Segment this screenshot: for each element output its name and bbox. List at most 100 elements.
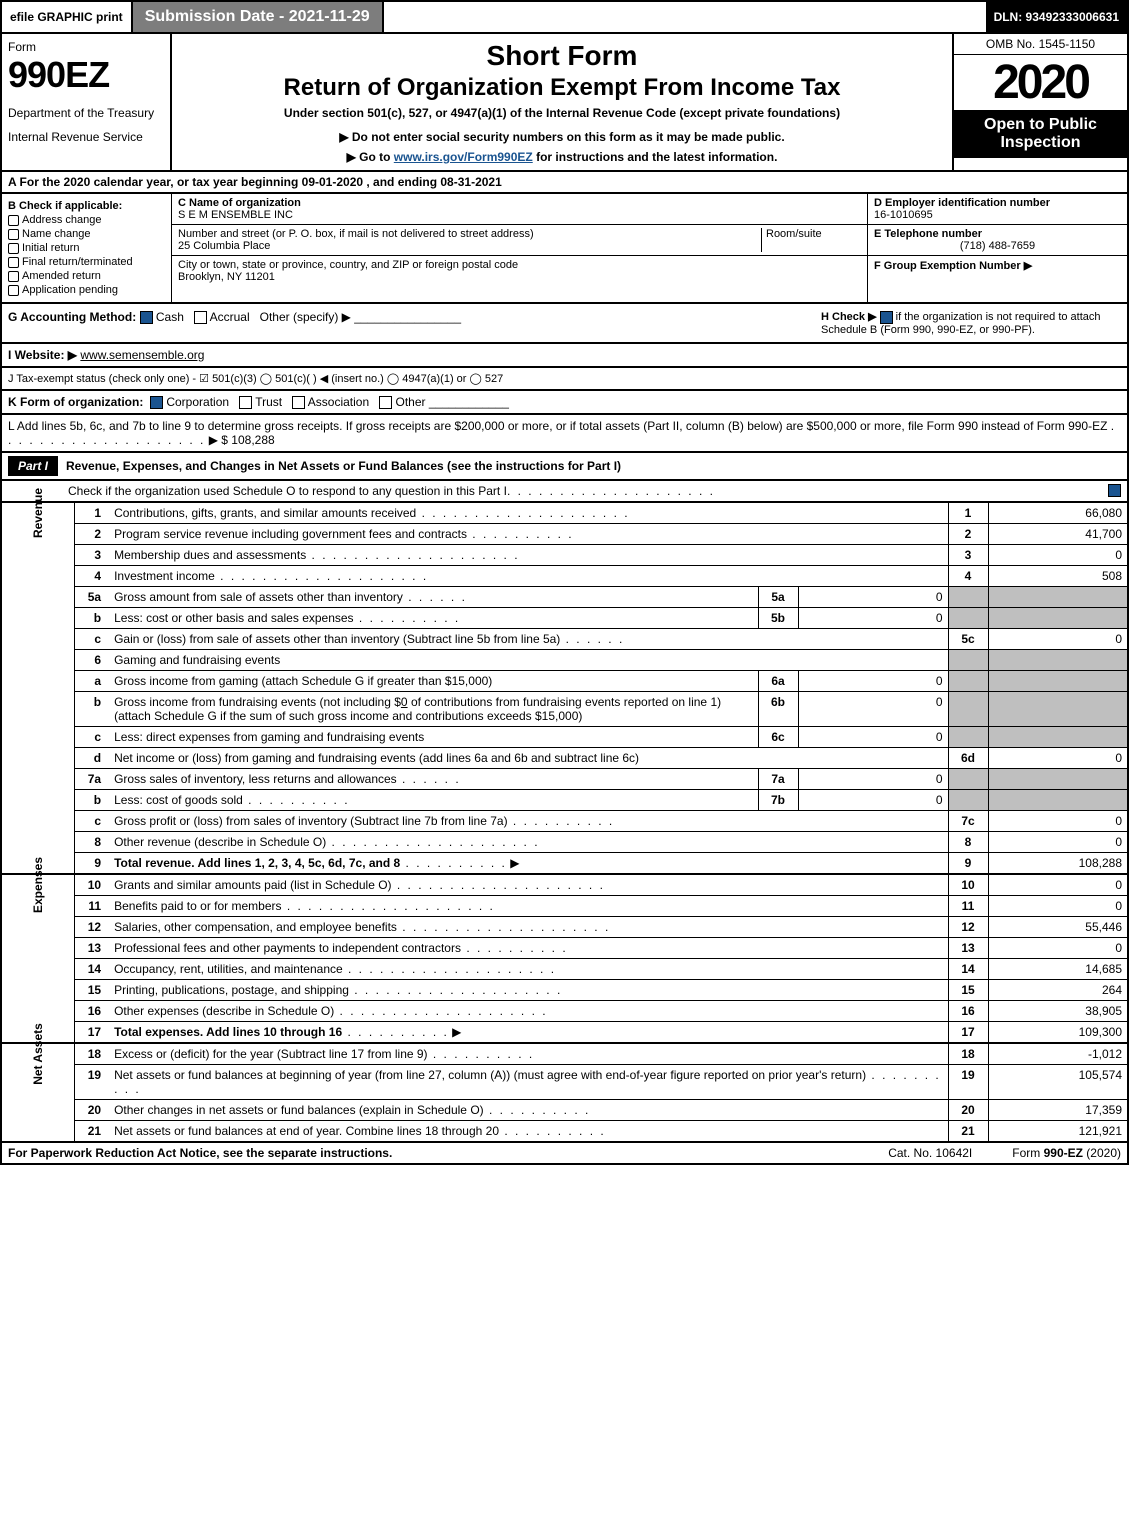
l21-desc: Net assets or fund balances at end of ye… bbox=[114, 1124, 499, 1138]
line-19: 19 Net assets or fund balances at beginn… bbox=[1, 1064, 1128, 1099]
cb-final-return[interactable]: Final return/terminated bbox=[8, 256, 165, 268]
d-ein-label: D Employer identification number bbox=[874, 197, 1050, 209]
line-6d: d Net income or (loss) from gaming and f… bbox=[1, 747, 1128, 768]
l5a-num: 5a bbox=[74, 586, 109, 607]
l18-desc: Excess or (deficit) for the year (Subtra… bbox=[114, 1047, 427, 1061]
l15-desc: Printing, publications, postage, and shi… bbox=[114, 983, 349, 997]
l6a-sb: 6a bbox=[758, 670, 798, 691]
line-7a: 7a Gross sales of inventory, less return… bbox=[1, 768, 1128, 789]
l6b-num: b bbox=[74, 691, 109, 726]
c-city-row: City or town, state or province, country… bbox=[172, 256, 867, 286]
l7a-sb: 7a bbox=[758, 768, 798, 789]
l11-desc: Benefits paid to or for members bbox=[114, 899, 281, 913]
l6d-val: 0 bbox=[988, 747, 1128, 768]
col-def: D Employer identification number 16-1010… bbox=[867, 194, 1127, 302]
l5a-desc: Gross amount from sale of assets other t… bbox=[114, 590, 403, 604]
l6d-desc: Net income or (loss) from gaming and fun… bbox=[114, 751, 639, 765]
l6a-sv: 0 bbox=[798, 670, 948, 691]
l21-boxn: 21 bbox=[948, 1120, 988, 1142]
efile-link[interactable]: efile GRAPHIC print bbox=[2, 2, 133, 32]
l4-desc: Investment income bbox=[114, 569, 215, 583]
form-number: 990EZ bbox=[8, 54, 164, 96]
l19-val: 105,574 bbox=[988, 1064, 1128, 1099]
block-bcdef: B Check if applicable: Address change Na… bbox=[0, 194, 1129, 304]
goto-link[interactable]: www.irs.gov/Form990EZ bbox=[394, 150, 533, 164]
k-trust: Trust bbox=[255, 395, 282, 409]
l5a-sb: 5a bbox=[758, 586, 798, 607]
part-i-subtitle-row: Check if the organization used Schedule … bbox=[0, 481, 1129, 503]
i-website-value[interactable]: www.semensemble.org bbox=[80, 348, 204, 362]
omb-number: OMB No. 1545-1150 bbox=[954, 34, 1127, 55]
l3-boxn: 3 bbox=[948, 544, 988, 565]
l13-num: 13 bbox=[74, 937, 109, 958]
l14-desc: Occupancy, rent, utilities, and maintena… bbox=[114, 962, 343, 976]
cb-association[interactable] bbox=[292, 396, 305, 409]
line-8: 8 Other revenue (describe in Schedule O)… bbox=[1, 831, 1128, 852]
l5b-desc: Less: cost or other basis and sales expe… bbox=[114, 611, 353, 625]
line-17: 17 Total expenses. Add lines 10 through … bbox=[1, 1021, 1128, 1043]
title-short-form: Short Form bbox=[178, 40, 946, 72]
line-1: Revenue 1 Contributions, gifts, grants, … bbox=[1, 503, 1128, 524]
e-tel: E Telephone number (718) 488-7659 bbox=[868, 225, 1127, 256]
l6c-sv: 0 bbox=[798, 726, 948, 747]
d-ein: D Employer identification number 16-1010… bbox=[868, 194, 1127, 225]
l7a-num: 7a bbox=[74, 768, 109, 789]
l7b-sb: 7b bbox=[758, 789, 798, 810]
l-text: L Add lines 5b, 6c, and 7b to line 9 to … bbox=[8, 419, 1107, 433]
cb-address-change[interactable]: Address change bbox=[8, 214, 165, 226]
k-other: Other bbox=[396, 395, 426, 409]
cb-initial-return[interactable]: Initial return bbox=[8, 242, 165, 254]
l6c-sb: 6c bbox=[758, 726, 798, 747]
l6a-desc: Gross income from gaming (attach Schedul… bbox=[114, 674, 492, 688]
h-label: H Check ▶ bbox=[821, 311, 877, 323]
cb-name-change[interactable]: Name change bbox=[8, 228, 165, 240]
cb-application-pending[interactable]: Application pending bbox=[8, 284, 165, 296]
i-label: I Website: ▶ bbox=[8, 348, 77, 362]
l5c-val: 0 bbox=[988, 628, 1128, 649]
line-7c: c Gross profit or (loss) from sales of i… bbox=[1, 810, 1128, 831]
l6d-boxn: 6d bbox=[948, 747, 988, 768]
l6b-sb: 6b bbox=[758, 691, 798, 726]
cb-corporation[interactable] bbox=[150, 396, 163, 409]
line-6b: b Gross income from fundraising events (… bbox=[1, 691, 1128, 726]
f-group: F Group Exemption Number ▶ bbox=[868, 256, 1127, 275]
l5a-val-grey bbox=[988, 586, 1128, 607]
l17-boxn: 17 bbox=[948, 1021, 988, 1043]
l4-num: 4 bbox=[74, 565, 109, 586]
cb-other[interactable] bbox=[379, 396, 392, 409]
cb-trust[interactable] bbox=[239, 396, 252, 409]
cb-amended-return[interactable]: Amended return bbox=[8, 270, 165, 282]
l12-val: 55,446 bbox=[988, 916, 1128, 937]
line-2: 2 Program service revenue including gove… bbox=[1, 523, 1128, 544]
cb-accrual[interactable] bbox=[194, 311, 207, 324]
l20-boxn: 20 bbox=[948, 1099, 988, 1120]
line-9: 9 Total revenue. Add lines 1, 2, 3, 4, 5… bbox=[1, 852, 1128, 874]
cb-cash[interactable] bbox=[140, 311, 153, 324]
l6c-desc: Less: direct expenses from gaming and fu… bbox=[114, 730, 424, 744]
l14-boxn: 14 bbox=[948, 958, 988, 979]
l21-num: 21 bbox=[74, 1120, 109, 1142]
c-street-label: Number and street (or P. O. box, if mail… bbox=[178, 228, 534, 240]
l10-boxn: 10 bbox=[948, 874, 988, 896]
l3-num: 3 bbox=[74, 544, 109, 565]
l7c-num: c bbox=[74, 810, 109, 831]
subtitle-under: Under section 501(c), 527, or 4947(a)(1)… bbox=[178, 106, 946, 120]
l1-desc: Contributions, gifts, grants, and simila… bbox=[114, 506, 416, 520]
line-12: 12 Salaries, other compensation, and emp… bbox=[1, 916, 1128, 937]
line-5b: b Less: cost or other basis and sales ex… bbox=[1, 607, 1128, 628]
l18-boxn: 18 bbox=[948, 1043, 988, 1065]
l13-desc: Professional fees and other payments to … bbox=[114, 941, 461, 955]
cb-schedule-o[interactable] bbox=[1108, 484, 1121, 497]
l12-boxn: 12 bbox=[948, 916, 988, 937]
l6b-desc1: Gross income from fundraising events (no… bbox=[114, 695, 401, 709]
c-city-value: Brooklyn, NY 11201 bbox=[178, 271, 275, 283]
l13-boxn: 13 bbox=[948, 937, 988, 958]
row-k-org-form: K Form of organization: Corporation Trus… bbox=[0, 391, 1129, 415]
row-gh: G Accounting Method: Cash Accrual Other … bbox=[0, 304, 1129, 344]
line-16: 16 Other expenses (describe in Schedule … bbox=[1, 1000, 1128, 1021]
l5c-boxn: 5c bbox=[948, 628, 988, 649]
l5b-sv: 0 bbox=[798, 607, 948, 628]
cb-h[interactable] bbox=[880, 311, 893, 324]
l2-num: 2 bbox=[74, 523, 109, 544]
l21-val: 121,921 bbox=[988, 1120, 1128, 1142]
